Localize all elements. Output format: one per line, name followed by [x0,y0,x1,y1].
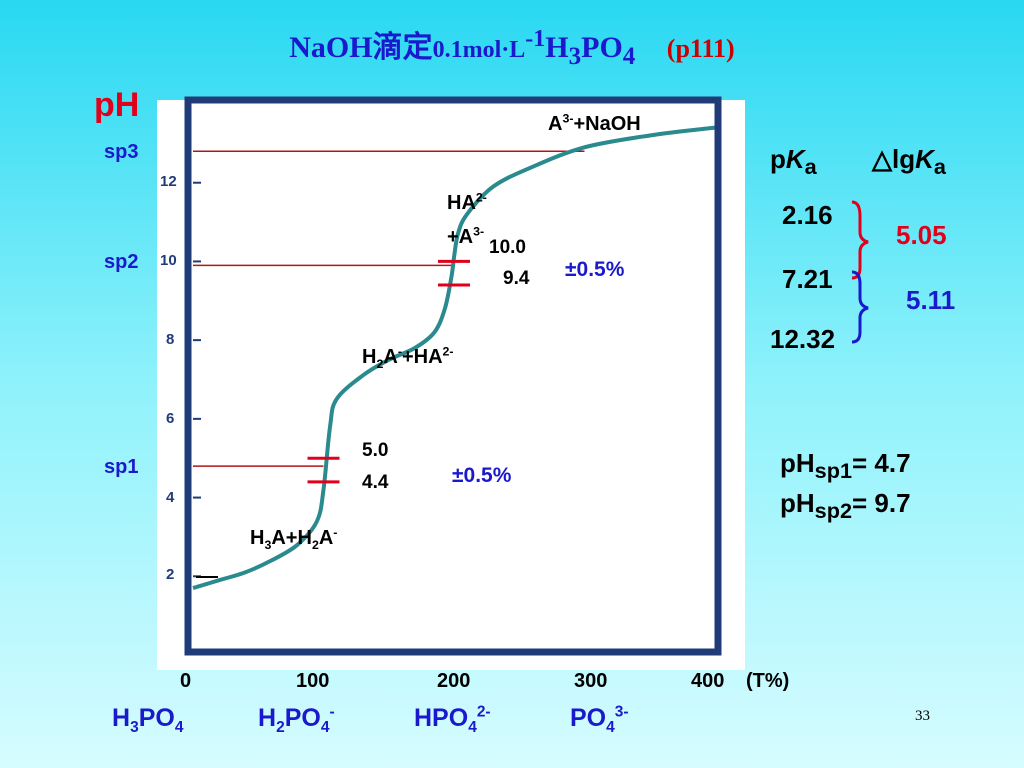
plot-frame [184,96,722,656]
y-tick-2: 2 [166,566,175,583]
x-tick-400: 400 [691,670,725,692]
title-acid-po-sub: 4 [622,43,636,70]
species-h3po4: H3PO4 [112,704,184,736]
sp1-tolerance: ±0.5% [452,464,512,487]
x-tick-200: 200 [437,670,471,692]
region-label-a3-naoh: A3-+NaOH [548,111,641,135]
ph-sp1: pHsp1= 4.7 [780,448,911,484]
sp2-jump-low: 9.4 [503,268,530,289]
region-label-h2a-ha2: H2A-+HA2- [362,344,454,371]
x-tick-100: 100 [296,670,330,692]
brace-blue [851,270,869,344]
y-tick-12: 12 [160,173,177,190]
page-number: 33 [915,708,930,724]
sp3-label: sp3 [104,141,139,163]
title-reference: (p111) [666,34,735,63]
titration-curve [192,125,716,591]
species-hpo4: HPO42- [414,703,491,736]
x-tick-0: 0 [180,670,192,692]
species-po4: PO43- [570,703,629,736]
dlgka-1-value: 5.05 [896,220,947,250]
pka1-value: 2.16 [782,200,833,230]
region-label-ha2-a3-line2: +A3- [447,224,485,248]
pka2-value: 7.21 [782,264,833,294]
title-acid-h-sub: 3 [568,43,582,70]
brace-red [851,200,869,280]
title-concentration: 0.1mol·L [432,37,526,63]
region-label-h3a-h2a: H3A+H2A- [250,525,338,552]
y-tick-6: 6 [166,410,175,427]
jump-marker-group [307,259,470,484]
ph-sp2: pHsp2= 9.7 [780,488,911,524]
title-main: NaOH滴定 [289,31,433,64]
sp2-label: sp2 [104,251,139,273]
sp1-jump-low: 4.4 [362,472,389,493]
dlgka-header: △lgKa [872,144,946,180]
title-acid-po: PO [581,31,623,64]
x-tick-300: 300 [574,670,608,692]
y-tick-8: 8 [166,331,175,348]
species-h2po4: H2PO4- [258,703,335,736]
sp2-jump-high: 10.0 [489,237,526,258]
y-tick-4: 4 [166,489,175,506]
pka3-value: 12.32 [770,324,836,354]
dlgka-2-value: 5.11 [906,285,956,315]
title-concentration-exponent: -1 [525,26,546,52]
brace-group [851,200,869,344]
sp1-jump-high: 5.0 [362,440,389,461]
page-title: NaOH滴定0.1mol·L-1H3PO4 (p111) [0,22,1024,69]
region-label-ha2-a3-line1: HA2- [447,190,487,214]
sp2-tolerance: ±0.5% [565,258,625,281]
title-acid-h: H [545,31,569,64]
pka-header: pKa [770,144,817,180]
reference-line-group [193,150,585,467]
x-axis-unit: (T%) [746,670,790,692]
plot-background [157,100,745,670]
sp1-label: sp1 [104,456,139,478]
y-axis-label: pH [94,86,140,124]
y-tick-10: 10 [160,252,177,269]
